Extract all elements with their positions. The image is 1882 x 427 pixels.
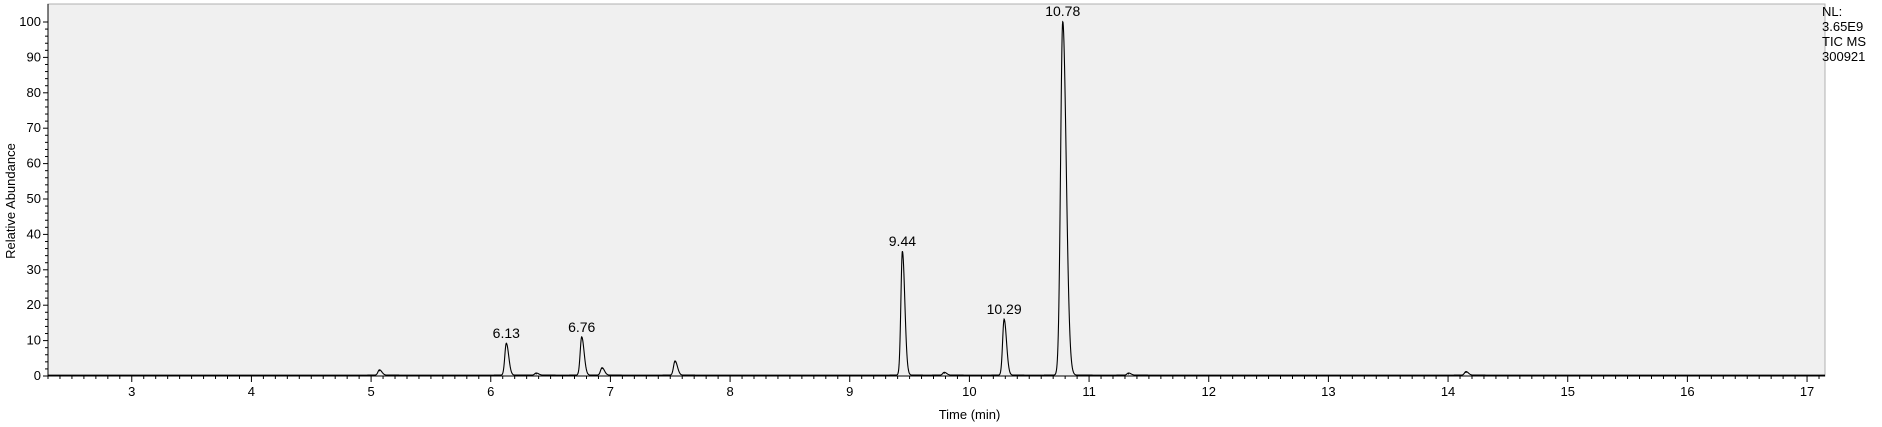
- peak-label: 9.44: [889, 233, 916, 249]
- x-tick-label: 11: [1082, 384, 1096, 399]
- peak-apex: [1003, 319, 1005, 321]
- y-tick-label: 40: [27, 226, 41, 241]
- peak-apex: [535, 373, 537, 375]
- peak-label: 6.13: [493, 325, 520, 341]
- x-tick-label: 14: [1441, 384, 1455, 399]
- y-axis-title: Relative Abundance: [3, 143, 18, 259]
- peak-apex: [505, 343, 507, 345]
- peak-apex: [378, 370, 381, 372]
- y-tick-label: 50: [27, 191, 41, 206]
- y-tick-label: 10: [27, 333, 41, 348]
- file-name: 300921: [1822, 49, 1866, 64]
- peak-apex: [901, 251, 903, 253]
- x-tick-label: 6: [487, 384, 494, 399]
- peak-apex: [581, 337, 583, 339]
- nl-value: 3.65E9: [1822, 19, 1864, 34]
- tic-trace: [48, 20, 1825, 376]
- x-tick-label: 7: [607, 384, 614, 399]
- x-tick-label: 8: [726, 384, 733, 399]
- y-tick-label: 0: [34, 368, 41, 383]
- y-tick-label: 20: [27, 297, 41, 312]
- y-tick-label: 70: [27, 120, 41, 135]
- peak-label: 10.29: [987, 301, 1022, 317]
- normalization-info: NL: 3.65E9 TIC MS 300921: [1822, 4, 1866, 64]
- x-tick-label: 15: [1560, 384, 1574, 399]
- x-tick-label: 13: [1321, 384, 1335, 399]
- x-axis-title: Time (min): [939, 407, 1001, 422]
- y-tick-label: 100: [19, 14, 41, 29]
- peak-apex: [943, 372, 945, 374]
- x-tick-label: 9: [846, 384, 853, 399]
- x-tick-label: 5: [367, 384, 374, 399]
- x-tick-label: 16: [1680, 384, 1694, 399]
- plot-area: [47, 3, 1826, 377]
- peak-apex: [1062, 21, 1064, 23]
- y-tick-label: 60: [27, 156, 41, 171]
- nl-label: NL:: [1822, 4, 1843, 19]
- x-tick-label: 12: [1201, 384, 1215, 399]
- peak-apex: [1465, 371, 1467, 374]
- trace-type: TIC MS: [1822, 34, 1867, 49]
- peak-apex: [1127, 373, 1130, 375]
- x-tick-label: 4: [248, 384, 255, 399]
- x-tick-label: 3: [128, 384, 135, 399]
- peak-apex: [601, 367, 603, 370]
- peak-label: 6.76: [568, 319, 595, 335]
- x-tick-label: 17: [1800, 384, 1814, 399]
- y-tick-label: 30: [27, 262, 41, 277]
- peak-label: 10.78: [1045, 3, 1080, 19]
- y-tick-label: 90: [27, 49, 41, 64]
- y-tick-label: 80: [27, 85, 41, 100]
- x-tick-label: 10: [962, 384, 976, 399]
- peak-apex: [674, 361, 676, 363]
